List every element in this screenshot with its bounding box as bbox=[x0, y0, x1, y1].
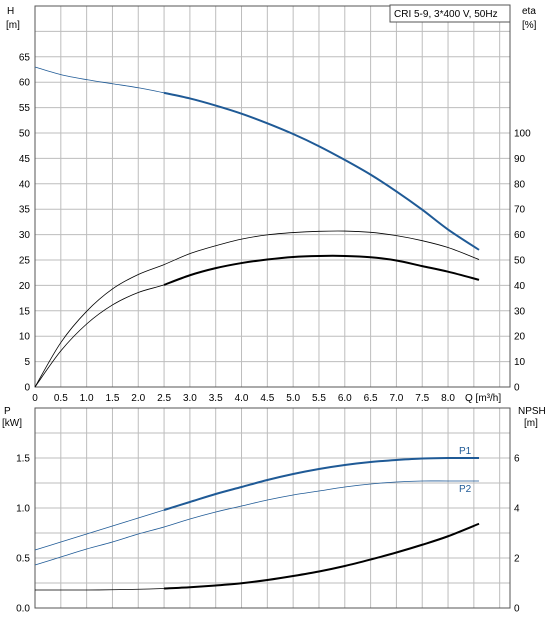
flow-axis-label: Q [m³/h] bbox=[465, 393, 501, 404]
x-tick-label: 2.5 bbox=[157, 393, 171, 404]
x-tick-label: 0 bbox=[32, 393, 38, 404]
npsh-axis-unit: [m] bbox=[524, 418, 538, 429]
plot-frame bbox=[34, 407, 511, 609]
right-tick-label: 100 bbox=[514, 129, 531, 140]
right-tick-label: 80 bbox=[514, 179, 526, 190]
lower-chart-grid bbox=[34, 407, 511, 609]
left-tick-label: 35 bbox=[19, 205, 31, 216]
right-tick-label: 4 bbox=[514, 504, 520, 515]
lower-series-0-line bbox=[34, 457, 480, 551]
series-label-p1: P1 bbox=[459, 446, 472, 457]
right-tick-label: 30 bbox=[514, 306, 526, 317]
upper-chart-curves bbox=[34, 66, 480, 388]
left-tick-label: 50 bbox=[19, 129, 31, 140]
upper-series-1-line bbox=[34, 255, 480, 388]
x-tick-label: 3.5 bbox=[209, 393, 223, 404]
x-tick-label: 2.0 bbox=[131, 393, 145, 404]
right-tick-label: 0 bbox=[514, 383, 520, 394]
left-tick-label: 40 bbox=[19, 179, 31, 190]
right-tick-label: 20 bbox=[514, 332, 526, 343]
lower-chart-curves bbox=[34, 456, 480, 591]
upper-series-2-line bbox=[34, 230, 480, 388]
lower-series-2-operating-range bbox=[164, 522, 480, 590]
series-label-p2: P2 bbox=[459, 484, 472, 495]
left-tick-label: 55 bbox=[19, 103, 31, 114]
left-tick-label: 0.5 bbox=[16, 554, 30, 565]
x-tick-label: 5.0 bbox=[286, 393, 300, 404]
x-tick-label: 3.0 bbox=[183, 393, 197, 404]
npsh-axis-label: NPSH bbox=[518, 406, 546, 417]
right-tick-label: 60 bbox=[514, 230, 526, 241]
right-tick-label: 2 bbox=[514, 554, 520, 565]
left-tick-label: 30 bbox=[19, 230, 31, 241]
lower-series-2-line bbox=[35, 523, 480, 591]
left-tick-label: 10 bbox=[19, 332, 31, 343]
left-tick-label: 1.0 bbox=[16, 504, 30, 515]
upper-chart-grid bbox=[34, 5, 511, 388]
chart-title: CRI 5-9, 3*400 V, 50Hz bbox=[394, 9, 498, 20]
upper-series-1-operating-range bbox=[163, 254, 480, 286]
right-tick-label: 70 bbox=[514, 205, 526, 216]
right-tick-label: 90 bbox=[514, 154, 526, 165]
plot-frame bbox=[34, 5, 511, 388]
right-tick-label: 10 bbox=[514, 357, 526, 368]
right-tick-label: 50 bbox=[514, 256, 526, 267]
x-tick-label: 6.5 bbox=[364, 393, 378, 404]
x-tick-label: 7.5 bbox=[415, 393, 429, 404]
x-tick-label: 4.0 bbox=[235, 393, 249, 404]
eta-axis-label: eta bbox=[522, 6, 536, 17]
head-axis-label: H bbox=[7, 6, 14, 17]
upper-series-0-operating-range bbox=[163, 91, 480, 251]
chart-title-box bbox=[389, 4, 511, 23]
head-axis-unit: [m] bbox=[6, 20, 20, 31]
x-tick-label: 4.5 bbox=[260, 393, 274, 404]
left-tick-label: 5 bbox=[24, 357, 30, 368]
axis-text-layer: 0510152025303540455055606501020304050607… bbox=[16, 52, 531, 614]
x-tick-label: 8.0 bbox=[441, 393, 455, 404]
left-tick-label: 0 bbox=[24, 383, 30, 394]
x-tick-label: 5.5 bbox=[312, 393, 326, 404]
x-tick-label: 1.5 bbox=[105, 393, 119, 404]
x-tick-label: 6.0 bbox=[338, 393, 352, 404]
left-tick-label: 1.5 bbox=[16, 454, 30, 465]
lower-series-1-line bbox=[34, 480, 480, 566]
left-tick-label: 60 bbox=[19, 78, 31, 89]
left-tick-label: 15 bbox=[19, 306, 31, 317]
eta-axis-unit: [%] bbox=[522, 20, 537, 31]
left-tick-label: 65 bbox=[19, 52, 31, 63]
power-axis-unit: [kW] bbox=[2, 418, 22, 429]
right-tick-label: 0 bbox=[514, 604, 520, 615]
x-tick-label: 0.5 bbox=[54, 393, 68, 404]
x-tick-label: 7.0 bbox=[389, 393, 403, 404]
power-axis-label: P bbox=[4, 406, 11, 417]
left-tick-label: 0.0 bbox=[16, 604, 30, 615]
right-tick-label: 6 bbox=[514, 454, 520, 465]
left-tick-label: 25 bbox=[19, 256, 31, 267]
left-tick-label: 45 bbox=[19, 154, 31, 165]
x-tick-label: 1.0 bbox=[80, 393, 94, 404]
left-tick-label: 20 bbox=[19, 281, 31, 292]
right-tick-label: 40 bbox=[514, 281, 526, 292]
lower-series-0-operating-range bbox=[163, 456, 480, 511]
